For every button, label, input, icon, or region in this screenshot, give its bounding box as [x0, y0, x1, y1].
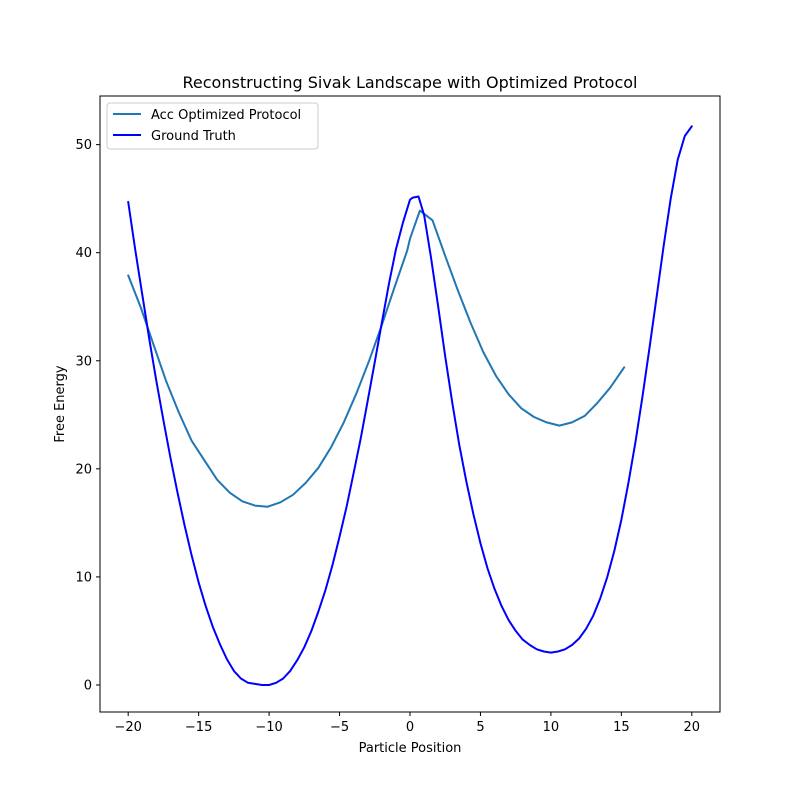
x-tick-label: 10 — [543, 720, 560, 735]
y-tick-label: 30 — [75, 354, 92, 369]
series-line-ground-truth — [127, 125, 693, 686]
chart-title: Reconstructing Sivak Landscape with Opti… — [183, 73, 638, 92]
y-axis-label: Free Energy — [53, 365, 68, 443]
x-tick-label: 20 — [684, 720, 701, 735]
y-tick-label: 0 — [84, 678, 92, 693]
x-tick-label: −10 — [255, 720, 282, 735]
y-tick-label: 50 — [75, 138, 92, 153]
x-tick-label: −20 — [114, 720, 141, 735]
x-tick-label: 5 — [476, 720, 484, 735]
y-tick-label: 40 — [75, 246, 92, 261]
legend-box — [106, 102, 319, 150]
x-tick-label: −5 — [330, 720, 349, 735]
y-axis-ticks: 0 10 20 30 40 50 — [75, 138, 100, 693]
x-tick-label: 15 — [613, 720, 630, 735]
axes-frame — [99, 95, 721, 713]
x-axis-ticks: −20 −15 −10 −5 0 5 10 15 20 — [114, 712, 700, 735]
plot-area — [127, 125, 693, 686]
y-tick-label: 20 — [75, 462, 92, 477]
legend-label-ground-truth: Ground Truth — [151, 129, 236, 144]
x-tick-label: −15 — [185, 720, 212, 735]
x-tick-label: 0 — [406, 720, 414, 735]
legend-label-acc-optimized: Acc Optimized Protocol — [151, 108, 301, 123]
y-tick-label: 10 — [75, 570, 92, 585]
x-axis-label: Particle Position — [359, 741, 462, 756]
legend: Acc Optimized Protocol Ground Truth — [106, 102, 319, 150]
